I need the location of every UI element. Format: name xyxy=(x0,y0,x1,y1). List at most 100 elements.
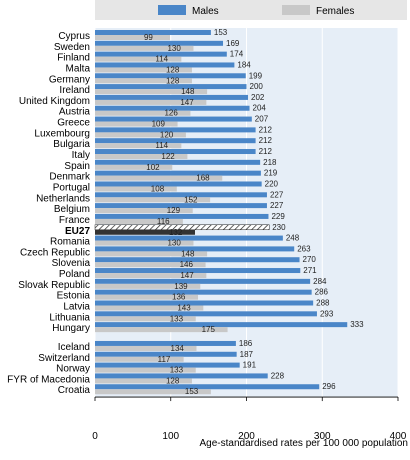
value-label-males: 288 xyxy=(316,299,330,308)
value-label-females: 143 xyxy=(177,304,191,313)
category-label: Slovenia xyxy=(52,258,91,269)
category-label: Latvia xyxy=(63,302,90,313)
bar-females xyxy=(95,154,188,160)
bar-females xyxy=(95,327,228,333)
category-label: Italy xyxy=(72,150,90,161)
value-label-males: 186 xyxy=(239,339,253,348)
value-label-females: 120 xyxy=(160,130,174,139)
bar-females xyxy=(95,164,173,170)
category-label: Denmark xyxy=(49,172,91,183)
category-label: Malta xyxy=(66,63,91,74)
value-label-females: 136 xyxy=(172,293,186,302)
value-label-females: 147 xyxy=(180,98,194,107)
value-label-females: 128 xyxy=(166,76,180,85)
x-axis-title: Age-standardised rates per 100 000 popul… xyxy=(200,438,408,449)
value-label-females: 108 xyxy=(151,184,165,193)
bar-females xyxy=(95,186,177,192)
bar-males xyxy=(95,362,240,368)
bar-females xyxy=(95,89,208,95)
value-label-females: 175 xyxy=(202,325,216,334)
bar-females xyxy=(95,367,196,373)
value-label-males: 153 xyxy=(214,28,228,37)
bar-males xyxy=(95,311,317,317)
bar-females xyxy=(95,121,178,127)
bar-females xyxy=(95,378,192,384)
legend: Males Females xyxy=(158,5,354,17)
value-label-males: 296 xyxy=(322,382,336,391)
x-tick-label: 400 xyxy=(390,431,407,442)
category-label: Finland xyxy=(57,53,90,64)
bar-females xyxy=(95,251,208,257)
bar-males xyxy=(95,51,227,57)
value-label-females: 133 xyxy=(170,366,184,375)
bar-males xyxy=(95,105,250,111)
category-label: Portugal xyxy=(53,182,90,193)
value-label-males: 200 xyxy=(250,82,264,91)
value-label-males: 169 xyxy=(226,39,240,48)
bar-males xyxy=(95,30,211,35)
bar-males xyxy=(95,278,311,284)
bar-males xyxy=(95,149,256,155)
value-label-females: 109 xyxy=(152,120,166,129)
value-label-males: 293 xyxy=(320,309,334,318)
value-label-males: 227 xyxy=(270,201,284,210)
bar-females xyxy=(95,356,184,362)
value-label-females: 148 xyxy=(181,249,195,258)
category-label: Sweden xyxy=(54,42,90,53)
value-label-females: 153 xyxy=(185,387,199,396)
value-label-females: 147 xyxy=(180,271,194,280)
bar-males xyxy=(95,84,247,90)
bar-females xyxy=(95,78,192,84)
value-label-males: 204 xyxy=(253,104,267,113)
value-label-females: 117 xyxy=(158,355,171,364)
category-label: Slovak Republic xyxy=(18,280,90,291)
bar-females xyxy=(95,345,197,351)
value-label-females: 116 xyxy=(157,217,170,226)
bar-males xyxy=(95,203,267,209)
value-label-males: 218 xyxy=(263,158,277,167)
bar-males xyxy=(95,73,246,79)
bar-females xyxy=(95,218,183,224)
x-tick-label: 100 xyxy=(162,431,179,442)
category-label: Switzerland xyxy=(38,353,90,364)
category-label: Bulgaria xyxy=(53,139,90,150)
value-label-females: 122 xyxy=(161,152,175,161)
category-label: Estonia xyxy=(57,291,91,302)
value-label-males: 284 xyxy=(313,277,327,286)
bar-males xyxy=(95,235,283,241)
value-label-females: 133 xyxy=(170,314,184,323)
bar-males xyxy=(95,384,320,390)
bar-females xyxy=(95,99,207,105)
bar-males xyxy=(95,373,268,379)
value-label-males: 174 xyxy=(230,50,244,59)
value-label-females: 139 xyxy=(174,282,188,291)
bar-males xyxy=(95,213,269,219)
bar-females xyxy=(95,208,193,214)
bar-males xyxy=(95,192,267,198)
bar-males xyxy=(95,300,314,306)
category-label: France xyxy=(59,215,91,226)
bar-males xyxy=(95,289,312,295)
value-label-males: 229 xyxy=(271,212,285,221)
value-label-females: 130 xyxy=(167,239,181,248)
category-label: Czech Republic xyxy=(20,247,90,258)
value-label-females: 126 xyxy=(164,109,178,118)
value-label-females: 168 xyxy=(196,174,210,183)
x-tick-label: 300 xyxy=(314,431,331,442)
value-label-males: 187 xyxy=(240,350,254,359)
bar-males xyxy=(95,246,295,252)
bar-females xyxy=(95,35,170,40)
value-label-males: 248 xyxy=(286,234,300,243)
bar-males xyxy=(95,257,300,263)
category-label: Poland xyxy=(59,269,90,280)
category-label: Cyprus xyxy=(58,31,90,42)
value-label-females: 130 xyxy=(167,44,181,53)
bar-females xyxy=(95,240,194,246)
bar-females xyxy=(95,56,182,62)
value-label-males: 228 xyxy=(271,371,285,380)
value-label-males: 263 xyxy=(297,244,311,253)
bar-females xyxy=(95,389,211,395)
bar-females xyxy=(95,283,201,289)
bar-males xyxy=(95,268,301,274)
category-label: United Kingdom xyxy=(19,96,90,107)
